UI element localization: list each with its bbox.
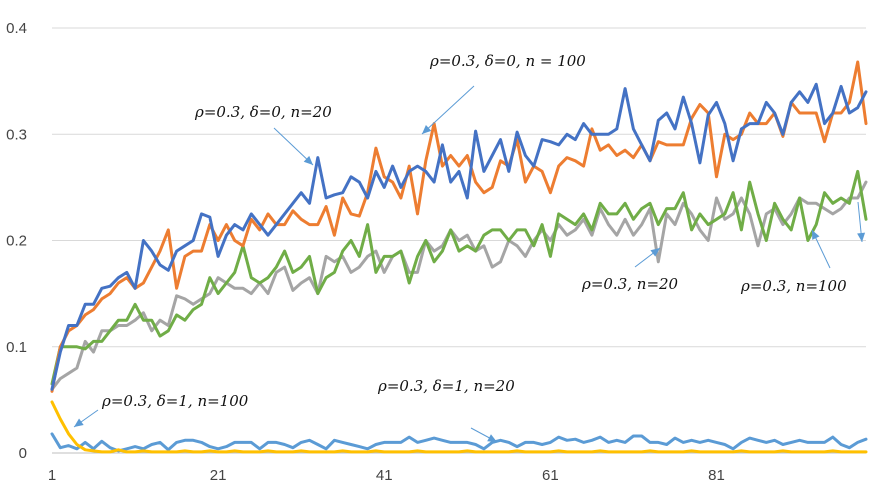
- annotations: ρ=0.3, δ=0, n = 100 ρ=0.3, δ=0, n=20 ρ=0.3…: [101, 52, 847, 410]
- y-tick-label: 0.2: [6, 233, 27, 250]
- arrow-head: [812, 230, 820, 240]
- arrow-head: [422, 124, 432, 134]
- y-tick-label: 0.4: [6, 20, 27, 37]
- series-line-2: [50, 180, 868, 391]
- annotation-label: ρ=0.3, δ=0, n = 100: [429, 52, 586, 70]
- annotation-label: ρ=0.3, n=20: [581, 275, 679, 293]
- annotation-arrow: [421, 85, 475, 135]
- annotation-arrows: [73, 85, 866, 443]
- y-tick-label: 0.1: [6, 339, 27, 356]
- arrow-head: [857, 232, 866, 242]
- arrow-head: [650, 248, 660, 257]
- series-line-0: [50, 82, 868, 391]
- series-line-1: [50, 60, 868, 393]
- axes: 0 0.1 0.2 0.3 0.4 1 21 41 61 81: [6, 20, 866, 484]
- annotation-label: ρ=0.3, δ=1, n=100: [101, 392, 249, 410]
- x-tick-label: 81: [708, 467, 725, 484]
- grid: [52, 27, 866, 348]
- y-tick-label: 0.3: [6, 126, 27, 143]
- series-layer: [50, 60, 868, 454]
- arrow-head: [487, 434, 497, 442]
- x-tick-label: 61: [542, 467, 559, 484]
- annotation-label: ρ=0.3, n=100: [740, 277, 847, 295]
- series-line-5: [50, 400, 868, 454]
- arrow-head: [303, 155, 313, 165]
- x-tick-label: 1: [48, 467, 56, 484]
- x-tick-label: 21: [210, 467, 227, 484]
- series-line-4: [50, 432, 868, 453]
- series-line-3: [50, 169, 868, 386]
- y-tick-label: 0: [19, 445, 27, 462]
- annotation-label: ρ=0.3, δ=0, n=20: [194, 103, 332, 121]
- x-tick-label: 41: [376, 467, 393, 484]
- annotation-label: ρ=0.3, δ=1, n=20: [377, 377, 515, 395]
- arrow-head: [74, 418, 84, 427]
